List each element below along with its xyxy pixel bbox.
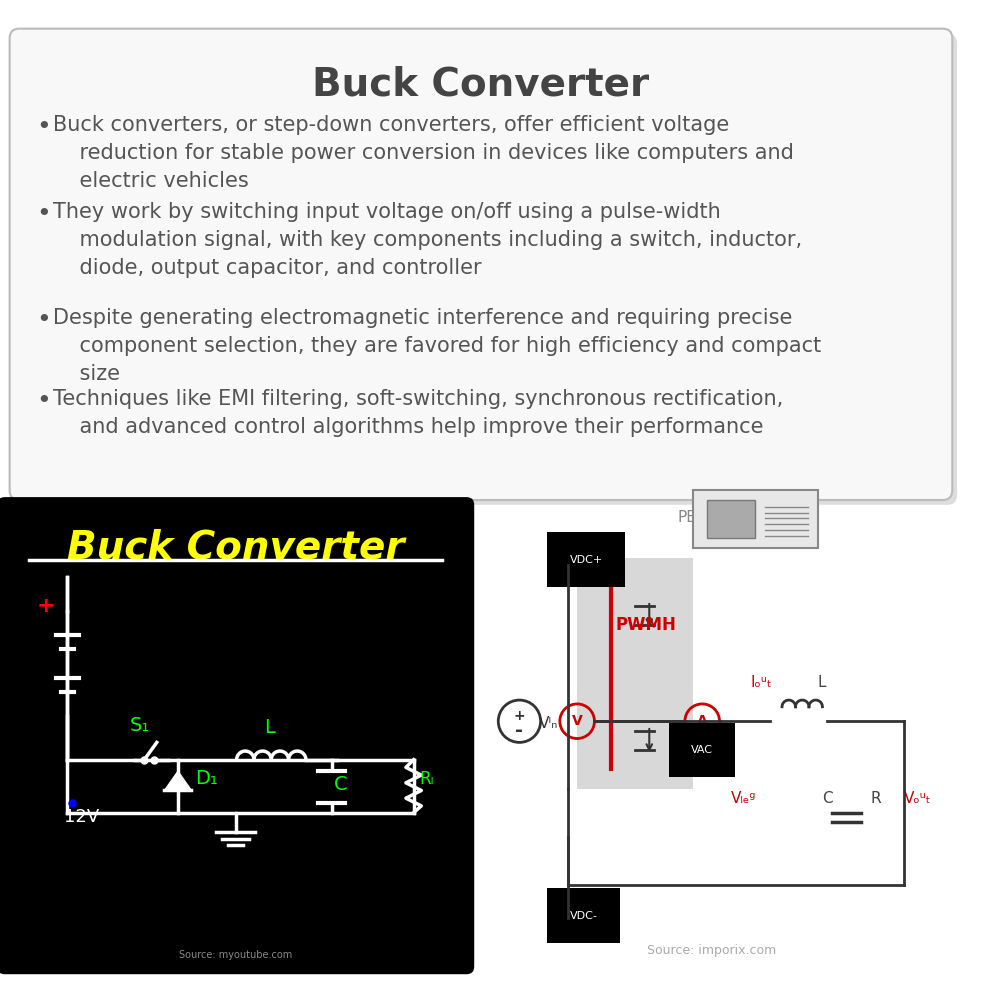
Text: C: C xyxy=(334,775,347,794)
Text: +: + xyxy=(514,709,525,723)
Bar xyxy=(577,558,693,789)
FancyBboxPatch shape xyxy=(10,29,952,500)
Text: +: + xyxy=(37,596,55,616)
Text: Despite generating electromagnetic interference and requiring precise
    compon: Despite generating electromagnetic inter… xyxy=(53,308,821,384)
Text: 12V: 12V xyxy=(64,808,100,826)
Text: VDC+: VDC+ xyxy=(569,555,603,565)
Text: Techniques like EMI filtering, soft-switching, synchronous rectification,
    an: Techniques like EMI filtering, soft-swit… xyxy=(53,389,783,437)
Text: L: L xyxy=(264,718,275,737)
FancyBboxPatch shape xyxy=(476,505,952,967)
Text: D₁: D₁ xyxy=(195,769,218,788)
Text: Vᴵₙ: Vᴵₙ xyxy=(539,716,558,731)
Text: •: • xyxy=(37,202,51,226)
FancyBboxPatch shape xyxy=(0,497,474,974)
Text: V: V xyxy=(572,714,583,728)
Text: A: A xyxy=(697,714,708,728)
Text: VDC-: VDC- xyxy=(569,911,597,921)
Text: Buck Converter: Buck Converter xyxy=(312,65,650,103)
Text: L: L xyxy=(818,675,826,690)
Bar xyxy=(693,490,818,548)
Text: Rₗ: Rₗ xyxy=(419,770,434,788)
Bar xyxy=(707,500,755,538)
Text: Vₗₑᵍ: Vₗₑᵍ xyxy=(731,791,757,806)
Text: •: • xyxy=(37,115,51,139)
Text: They work by switching input voltage on/off using a pulse-width
    modulation s: They work by switching input voltage on/… xyxy=(53,202,802,278)
Text: Buck Converter: Buck Converter xyxy=(67,529,404,567)
Text: -: - xyxy=(515,721,523,740)
Text: Vₒᵘₜ: Vₒᵘₜ xyxy=(904,791,932,806)
Text: PEB4050: PEB4050 xyxy=(678,510,746,525)
FancyBboxPatch shape xyxy=(14,33,957,505)
Text: R: R xyxy=(871,791,881,806)
Text: PWMH: PWMH xyxy=(616,616,676,634)
Text: Source: imporix.com: Source: imporix.com xyxy=(647,944,776,957)
Text: VAC: VAC xyxy=(691,745,713,755)
Polygon shape xyxy=(164,771,191,790)
Text: Iₒᵘₜ: Iₒᵘₜ xyxy=(750,675,772,690)
Text: S₁: S₁ xyxy=(129,716,150,735)
Text: Buck converters, or step-down converters, offer efficient voltage
    reduction : Buck converters, or step-down converters… xyxy=(53,115,794,191)
Text: Source: myoutube.com: Source: myoutube.com xyxy=(179,950,292,960)
Text: C: C xyxy=(822,791,833,806)
Text: •: • xyxy=(37,308,51,332)
Text: •: • xyxy=(37,389,51,413)
